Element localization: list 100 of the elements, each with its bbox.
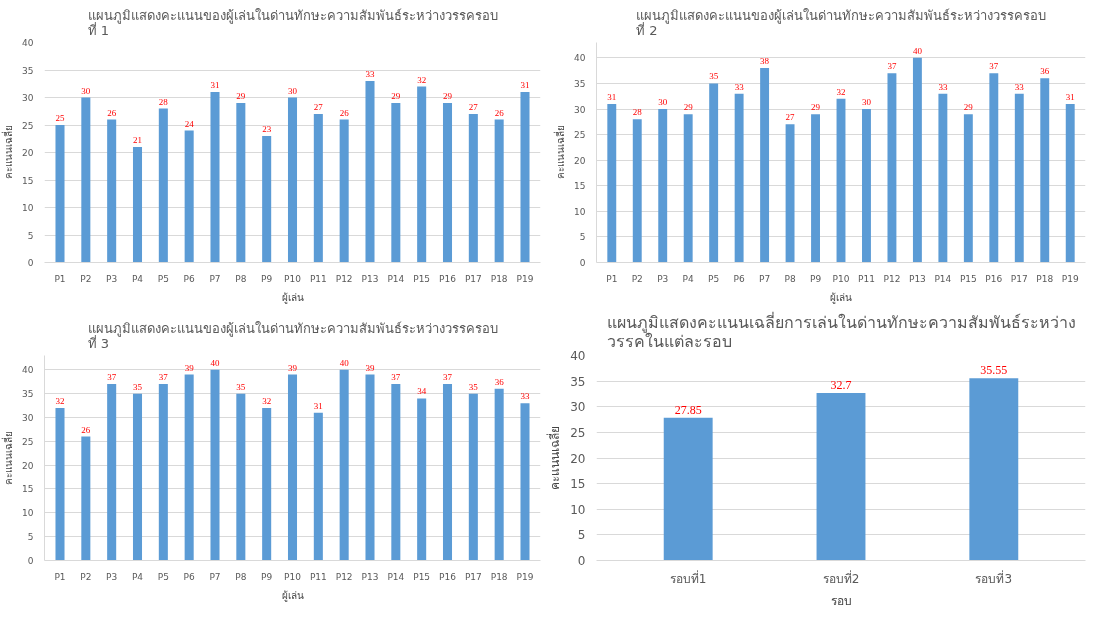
y-tick-label: 0: [579, 258, 586, 268]
y-tick-label: 0: [27, 556, 34, 566]
x-tick-label: P15: [959, 273, 977, 284]
data-label: 38: [760, 56, 770, 67]
y-tick-label: 10: [22, 203, 34, 213]
x-tick-label: P10: [284, 273, 302, 284]
x-tick-label: P2: [80, 273, 92, 284]
x-tick-label: P1: [54, 571, 66, 582]
x-tick-label: P18: [1036, 273, 1054, 284]
x-tick-label: P2: [631, 273, 643, 284]
data-label: 36: [1040, 66, 1050, 77]
data-label: 31: [520, 80, 530, 90]
data-label: 39: [184, 362, 195, 373]
data-label: 32.7: [830, 377, 852, 392]
y-tick-label: 30: [574, 104, 586, 115]
data-label: 26: [107, 107, 117, 118]
data-label: 37: [391, 372, 401, 383]
x-tick-label: P3: [106, 273, 118, 284]
y-tick-label: 15: [22, 484, 34, 495]
data-label: 35: [236, 381, 246, 392]
y-tick-label: 40: [570, 349, 586, 363]
y-tick-label: 35: [22, 65, 34, 76]
x-axis-title: ผู้เล่น: [281, 589, 304, 602]
x-tick-label: P15: [413, 273, 431, 284]
x-tick-label: P6: [183, 571, 196, 582]
data-label: 31: [210, 80, 220, 90]
data-label: 29: [391, 91, 401, 101]
data-label: 30: [81, 85, 91, 96]
x-tick-label: P14: [387, 273, 405, 284]
data-label: 31: [313, 400, 323, 411]
x-tick-label: P6: [183, 273, 196, 284]
x-tick-label: P11: [309, 571, 327, 582]
x-tick-label: P16: [439, 571, 457, 582]
y-tick-label: 25: [22, 120, 34, 131]
y-tick-label: 25: [574, 130, 586, 141]
x-tick-label: P9: [261, 571, 273, 582]
y-tick-label: 5: [27, 230, 34, 241]
y-tick-label: 40: [22, 365, 34, 376]
x-tick-label: P6: [733, 273, 745, 284]
x-tick-label: P19: [516, 571, 534, 582]
data-label: 37: [443, 372, 453, 383]
x-tick-label: P8: [235, 571, 247, 582]
x-tick-label: P9: [261, 273, 273, 284]
y-tick-label: 20: [22, 460, 34, 471]
x-tick-label: P16: [985, 273, 1003, 284]
x-tick-label: รอบที่1: [669, 569, 707, 586]
y-tick-label: 10: [570, 502, 586, 517]
x-tick-label: P11: [858, 273, 875, 284]
x-tick-label: P13: [908, 273, 926, 284]
x-tick-label: P12: [883, 273, 901, 284]
data-label: 40: [912, 45, 923, 56]
data-label: 37: [158, 372, 169, 383]
data-label: 37: [887, 61, 897, 72]
x-tick-label: P2: [80, 571, 92, 582]
data-label: 30: [658, 97, 668, 108]
x-axis-title: ผู้เล่น: [281, 291, 304, 304]
data-label: 25: [55, 113, 65, 123]
x-tick-label: P14: [934, 273, 952, 284]
x-tick-label: P12: [335, 571, 353, 582]
x-tick-label: P12: [335, 273, 353, 284]
data-label: 34: [417, 386, 427, 397]
data-label: 23: [262, 124, 272, 134]
y-tick-label: 25: [22, 436, 34, 447]
data-label: 35.55: [980, 363, 1008, 378]
x-tick-label: P7: [209, 571, 221, 582]
data-label: 30: [288, 85, 298, 96]
x-tick-label: P3: [657, 273, 669, 284]
data-label: 27.85: [674, 402, 702, 417]
y-tick-label: 20: [574, 155, 586, 166]
x-tick-label: P10: [284, 571, 302, 582]
data-label: 26: [339, 107, 350, 118]
data-label: 32: [417, 74, 427, 85]
x-tick-label: P16: [439, 273, 457, 284]
chart-title: แผนภูมิแสดงคะแนนของผู้เล่นในด่านทักษะความสัมพันธ์ระหว่างวรรครอบ ที่ 3: [87, 320, 498, 351]
x-tick-label: P17: [1010, 273, 1028, 284]
data-label: 26: [494, 107, 505, 118]
x-tick-label: P11: [309, 273, 327, 284]
x-tick-label: P7: [759, 273, 771, 284]
data-label: 33: [520, 391, 530, 402]
x-tick-label: P15: [413, 571, 431, 582]
data-label: 33: [938, 81, 948, 92]
y-tick-label: 0: [577, 554, 586, 568]
y-tick-label: 15: [574, 181, 586, 192]
y-tick-label: 30: [570, 400, 586, 415]
y-tick-label: 35: [574, 78, 586, 89]
x-tick-label: P17: [464, 571, 482, 582]
y-tick-label: 20: [22, 148, 34, 158]
x-tick-label: P9: [809, 273, 822, 284]
x-tick-label: รอบที่2: [822, 569, 860, 586]
x-tick-label: P3: [106, 571, 118, 582]
data-label: 39: [288, 362, 298, 373]
chart-title: แผนภูมิแสดงคะแนนของผู้เล่นในด่านทักษะความสัมพันธ์ระหว่างวรรครอบ ที่ 2: [636, 7, 1046, 38]
data-label: 32: [262, 395, 272, 406]
y-axis-title: คะแนนเฉลี่ย: [1, 125, 15, 180]
x-tick-label: P5: [708, 273, 720, 284]
x-tick-label: P14: [387, 571, 405, 582]
y-tick-label: 30: [22, 93, 34, 103]
x-tick-label: P18: [490, 273, 508, 284]
data-label: 27: [313, 102, 324, 112]
y-tick-label: 5: [577, 528, 586, 543]
